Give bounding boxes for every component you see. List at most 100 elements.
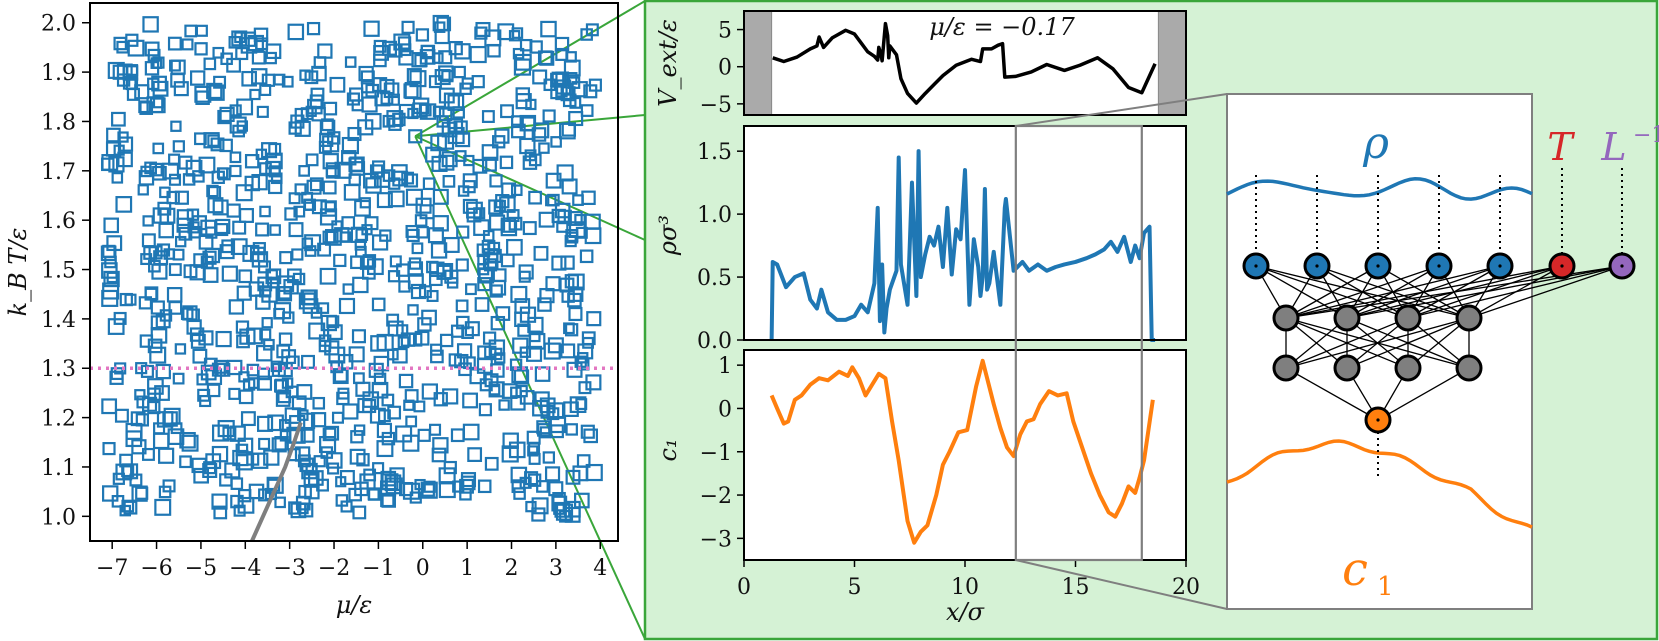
scatter-point	[350, 161, 366, 176]
scatter-point	[482, 248, 499, 264]
scatter-point	[365, 83, 380, 98]
rho-frame	[743, 125, 1187, 341]
scatter-point	[179, 455, 192, 469]
scatter-point	[436, 262, 454, 280]
scatter-point	[270, 172, 283, 185]
scatter-point	[284, 207, 298, 221]
scatter-point	[101, 262, 118, 279]
scatter-point	[167, 36, 182, 51]
scatter-point	[581, 190, 596, 206]
scatter-point	[528, 452, 541, 465]
scatter-point	[101, 398, 118, 415]
hidden-node	[1394, 304, 1422, 332]
scatter-point	[341, 136, 360, 155]
scatter-point	[576, 454, 591, 468]
scatter-point	[526, 345, 543, 362]
network-inset-frame	[1226, 93, 1533, 610]
scatter-point	[366, 258, 384, 276]
scatter-point	[206, 184, 219, 198]
y-tick-label: 1.0	[697, 203, 732, 228]
scatter-point	[211, 445, 229, 463]
scatter-point	[134, 389, 146, 401]
scatter-point	[537, 50, 553, 66]
scatter-point	[205, 226, 218, 239]
scatter-point	[413, 400, 426, 413]
scatter-point	[263, 449, 280, 466]
scatter-point	[271, 437, 287, 453]
scatter-point	[248, 483, 265, 500]
scatter-point	[138, 100, 151, 114]
scatter-point	[555, 503, 574, 521]
scatter-point	[481, 144, 499, 161]
scatter-point	[344, 56, 357, 68]
highlighted-point	[408, 129, 423, 144]
scatter-point	[342, 283, 354, 295]
y-tick-label: 2.0	[41, 12, 76, 37]
scatter-point	[471, 75, 485, 89]
scatter-point	[555, 79, 572, 95]
scatter-point	[232, 124, 245, 138]
scatter-point	[212, 46, 225, 59]
x-tick-label: −6	[140, 556, 172, 581]
input-node-center	[1437, 264, 1441, 268]
scatter-point	[156, 411, 174, 428]
scatter-point	[198, 330, 214, 346]
edge	[1285, 317, 1470, 369]
scatter-point	[342, 403, 359, 420]
scatter-point	[543, 342, 561, 360]
scatter-point	[139, 334, 154, 348]
scatter-point	[577, 343, 594, 360]
scatter-point	[111, 111, 126, 127]
scatter-point	[309, 177, 324, 192]
scatter-point	[103, 270, 120, 288]
scatter-point	[219, 138, 233, 153]
scatter-point	[546, 407, 560, 421]
coexistence-curve	[250, 421, 303, 542]
scatter-point	[407, 304, 419, 316]
scatter-point	[288, 222, 304, 238]
scatter-point	[302, 298, 319, 314]
scatter-point	[251, 452, 269, 469]
scatter-point	[290, 114, 305, 129]
scatter-point	[405, 188, 423, 206]
scatter-point	[363, 468, 377, 482]
scatter-point	[387, 190, 405, 208]
edge	[1285, 265, 1501, 319]
scatter-point	[438, 87, 455, 104]
scatter-point	[514, 298, 531, 314]
scatter-point	[189, 70, 206, 86]
scatter-point	[137, 184, 149, 196]
scatter-point	[183, 264, 198, 279]
scatter-point	[288, 192, 301, 205]
scatter-point	[142, 215, 154, 227]
scatter-point	[421, 383, 439, 400]
scatter-point	[140, 364, 154, 378]
y-tick-label: 5	[718, 19, 732, 44]
c1-y-axis: 1 0 −1 −2 −3	[700, 354, 744, 552]
scatter-point	[193, 467, 210, 484]
scatter-point	[297, 502, 309, 515]
scatter-point	[270, 360, 283, 373]
scatter-point	[348, 487, 362, 502]
scatter-point	[259, 84, 272, 97]
scatter-point	[104, 255, 117, 269]
scatter-point	[392, 347, 408, 364]
input-node-center	[1376, 264, 1380, 268]
scatter-point	[560, 255, 575, 270]
zoom-connector-line	[414, 135, 646, 241]
scatter-point	[513, 369, 530, 385]
x-tick-label: −2	[318, 556, 350, 581]
scatter-point	[275, 392, 291, 407]
scatter-point	[443, 92, 460, 109]
scatter-point	[239, 328, 256, 345]
zoomed-c1-curve	[1226, 439, 1533, 529]
scatter-point	[519, 346, 532, 358]
scatter-point	[102, 442, 116, 456]
scatter-point	[273, 73, 286, 86]
scatter-point	[401, 20, 415, 34]
scatter-point	[488, 383, 501, 396]
scatter-point	[376, 422, 393, 439]
edge	[1377, 367, 1470, 421]
scatter-point	[453, 65, 466, 79]
hidden-node	[1272, 304, 1300, 332]
